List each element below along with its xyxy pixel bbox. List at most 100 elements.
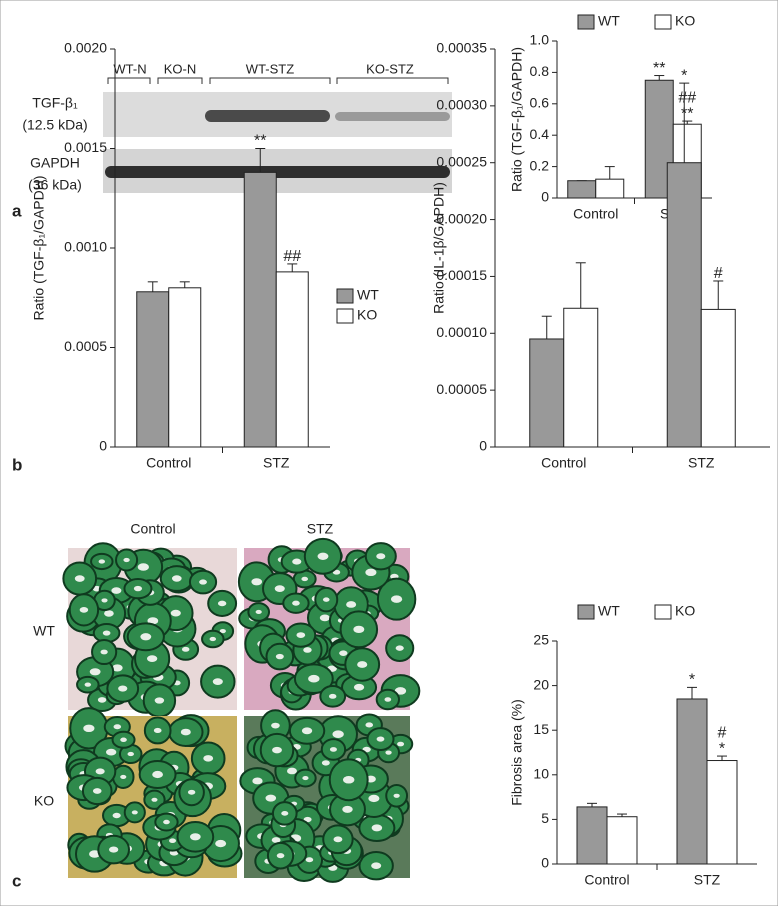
y-tick-label: 0.00005 xyxy=(436,381,487,397)
bar xyxy=(676,698,708,865)
bar xyxy=(666,162,702,448)
lumen xyxy=(131,810,138,815)
y-tick-label: 20 xyxy=(533,676,549,692)
lane-label: KO-STZ xyxy=(366,61,414,76)
lumen xyxy=(151,797,158,802)
lumen xyxy=(276,853,285,859)
significance-label: ## xyxy=(678,89,696,106)
lumen xyxy=(102,630,111,636)
lumen xyxy=(332,730,344,738)
lumen xyxy=(112,664,123,672)
lumen xyxy=(74,575,85,582)
lumen xyxy=(376,553,386,560)
lumen xyxy=(217,600,227,607)
lumen xyxy=(342,805,353,813)
blot-band xyxy=(105,166,450,178)
lumen xyxy=(305,857,314,863)
bar xyxy=(136,291,170,448)
lumen xyxy=(255,609,262,615)
lumen xyxy=(180,728,191,736)
lumen xyxy=(321,760,330,766)
bar xyxy=(563,307,599,448)
y-tick-label: 10 xyxy=(533,766,549,782)
lumen xyxy=(371,824,383,832)
y-tick-label: 0 xyxy=(99,438,107,454)
lumen xyxy=(170,609,181,617)
lumen xyxy=(301,576,309,582)
lumen xyxy=(89,850,101,858)
y-tick-label: 0.0015 xyxy=(64,139,107,155)
significance-label: ** xyxy=(653,60,665,77)
bar xyxy=(706,760,738,865)
lumen xyxy=(147,655,158,663)
x-tick-label: Control xyxy=(573,206,618,222)
y-tick-label: 0 xyxy=(541,855,549,871)
blot-row-label: GAPDH xyxy=(30,155,80,171)
lumen xyxy=(209,636,217,642)
bar xyxy=(700,308,736,448)
y-axis-label: Ratio (TGF-β₁/GAPDH) xyxy=(31,175,47,320)
y-tick-label: 0 xyxy=(541,189,549,205)
significance-label: ** xyxy=(254,133,266,150)
lumen xyxy=(272,746,282,754)
lumen xyxy=(397,741,405,747)
legend-swatch xyxy=(654,604,672,620)
legend-label: WT xyxy=(357,287,379,303)
blot-row-size: (12.5 kDa) xyxy=(22,117,87,133)
lumen xyxy=(271,722,280,729)
histology: Control STZ WT KO xyxy=(33,521,421,883)
x-tick-label: STZ xyxy=(263,455,290,471)
lumen xyxy=(281,811,289,816)
lumen xyxy=(251,578,263,586)
bar xyxy=(606,816,638,865)
y-tick-label: 0.0005 xyxy=(64,338,107,354)
lumen xyxy=(106,748,117,756)
lumen xyxy=(319,614,330,622)
lumen xyxy=(371,862,382,870)
lumen xyxy=(147,617,159,625)
lumen xyxy=(89,668,101,676)
bar xyxy=(567,180,597,199)
y-tick-label: 0.4 xyxy=(530,126,550,142)
lane-label: WT-STZ xyxy=(246,61,294,76)
lumen xyxy=(365,722,374,728)
significance-label: * xyxy=(689,672,695,689)
y-tick-label: 15 xyxy=(533,721,549,737)
lane-label: WT-N xyxy=(113,61,146,76)
lumen xyxy=(365,568,377,577)
western-blot: WT-N KO-N WT-STZ KO-STZ TGF-β₁ (12.5 kDa… xyxy=(22,61,452,193)
lumen xyxy=(343,775,355,784)
lumen xyxy=(303,647,312,653)
y-tick-label: 0.00010 xyxy=(436,324,487,340)
lumen xyxy=(104,610,114,617)
significance-label: ** xyxy=(681,105,693,122)
x-tick-label: STZ xyxy=(688,455,715,471)
lumen xyxy=(317,552,329,560)
lumen xyxy=(394,687,407,695)
lumen xyxy=(384,697,392,702)
row-label: WT xyxy=(33,623,55,639)
legend-swatch xyxy=(654,14,672,30)
lumen xyxy=(322,597,330,602)
y-tick-label: 0.2 xyxy=(530,157,550,173)
lumen xyxy=(98,559,106,564)
y-axis-label: Ratio (IL-1β/GAPDH) xyxy=(431,182,447,314)
lumen xyxy=(203,755,214,762)
significance-label: * xyxy=(681,67,687,84)
lumen xyxy=(265,794,277,802)
lumen xyxy=(123,557,130,563)
significance-label: # xyxy=(714,265,723,282)
lumen xyxy=(187,789,196,795)
lumen xyxy=(137,563,149,571)
lane-label: KO-N xyxy=(164,61,197,76)
bar xyxy=(529,338,565,448)
bar xyxy=(168,287,202,448)
lumen xyxy=(140,633,152,641)
lumen xyxy=(100,649,108,655)
lumen xyxy=(368,794,380,803)
lumen xyxy=(353,683,365,691)
lumen xyxy=(376,736,385,742)
legend-label: KO xyxy=(675,603,695,619)
lumen xyxy=(189,833,201,841)
